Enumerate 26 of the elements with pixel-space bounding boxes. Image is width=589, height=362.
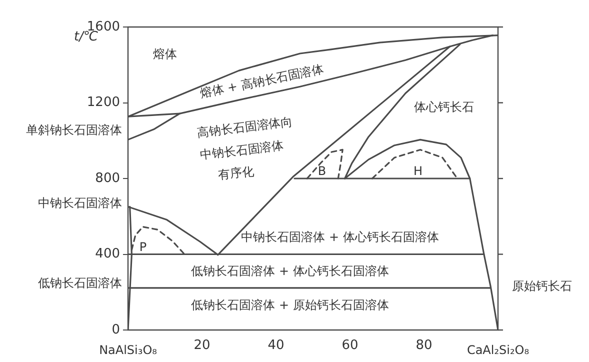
annotation: 低钠长石固溶体 + 体心钙长石固溶体 [191, 264, 389, 278]
text: 低钠长石固溶体 [38, 276, 122, 290]
text: 单斜钠长石固溶体 [26, 123, 122, 138]
y-tick-label: 0 [112, 322, 120, 338]
text: CaAl₂Si₂O₈ [466, 343, 530, 358]
annotation: 熔体 + 高钠长石固溶体 [198, 62, 325, 100]
x-tick-label: 40 [268, 338, 284, 354]
annotation: 熔体 [153, 47, 177, 62]
annotation: 低钠长石固溶体 + 原始钙长石固溶体 [191, 298, 389, 312]
annotation: P [139, 240, 147, 254]
annotation: 体心钙长石 [414, 100, 474, 114]
annotation: 中钠长石固溶体 [199, 138, 284, 162]
y-tick-label: 1200 [86, 95, 120, 110]
text: 中钠长石固溶体 [38, 196, 122, 210]
annotation: 高钠长石固溶体向 [196, 114, 294, 140]
annotation: H [413, 164, 423, 178]
text: 原始钙长石 [512, 279, 572, 294]
annotation: B [318, 164, 326, 178]
y-tick-label: 800 [95, 170, 120, 186]
y-tick-label: 400 [95, 246, 120, 262]
annotation: 中钠长石固溶体 + 体心钙长石固溶体 [241, 230, 439, 244]
text: NaAlSi₃O₈ [99, 343, 158, 358]
x-tick-label: 80 [416, 338, 432, 354]
x-tick-label: 60 [342, 338, 358, 354]
x-tick-label: 20 [194, 338, 210, 354]
annotation: 有序化 [217, 164, 255, 182]
